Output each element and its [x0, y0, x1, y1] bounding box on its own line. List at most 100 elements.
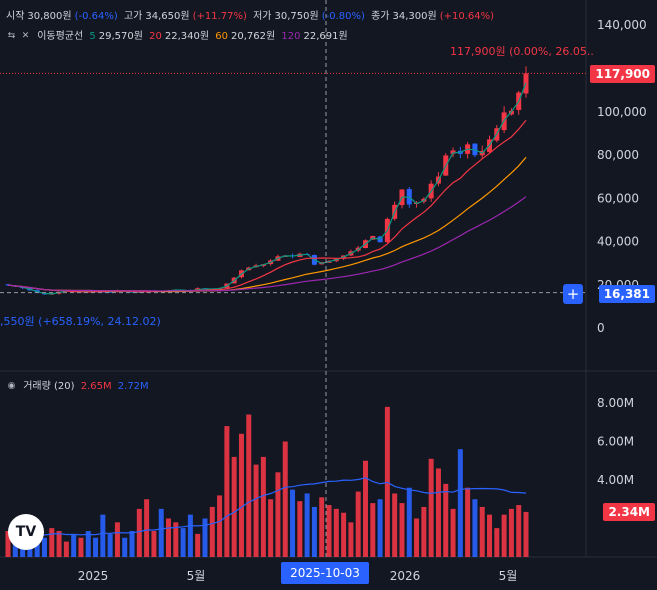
volume-bar — [450, 508, 456, 557]
ma60-period: 60 — [215, 31, 228, 42]
volume-bar — [41, 537, 47, 557]
open-label: 시작 — [6, 11, 25, 22]
volume-bar — [202, 518, 208, 557]
volume-bar — [355, 491, 361, 557]
y-tick-label: 0 — [597, 321, 605, 335]
volume-bar — [34, 541, 40, 557]
volume-bar — [253, 464, 259, 557]
volume-bar — [457, 449, 463, 557]
volume-bar — [508, 508, 514, 557]
open-value: 30,800원 — [27, 11, 72, 22]
volume-bar — [435, 468, 441, 557]
low-change: (-0.80%) — [321, 11, 365, 22]
ma-title[interactable]: 이동평균선 — [37, 31, 84, 42]
volume-bar — [238, 433, 244, 557]
volume-bar — [158, 508, 164, 557]
open-change: (-0.64%) — [74, 11, 118, 22]
x-tick-label: 5월 — [187, 569, 206, 583]
volume-bar — [246, 414, 252, 557]
volume-bar — [428, 458, 434, 557]
volume-bar — [5, 531, 11, 557]
volume-bar — [501, 514, 507, 557]
volume-value-1: 2.65M — [80, 381, 112, 392]
volume-bar — [319, 497, 325, 557]
ohlc-legend: 시작 30,800원 (-0.64%) 고가 34,650원 (+11.77%) 저가 3… — [6, 7, 497, 22]
volume-bar — [362, 460, 368, 557]
volume-bar — [231, 456, 237, 557]
volume-bar — [151, 531, 157, 557]
link-icon[interactable]: ⇆ — [7, 30, 16, 41]
volume-bar — [217, 495, 223, 557]
close-label: 종가 — [371, 11, 390, 22]
volume-bar — [414, 518, 420, 557]
candle — [508, 110, 514, 115]
volume-bar — [472, 499, 478, 557]
ma-legend: ⇆ ✕ 이동평균선 5 29,570원 20 22,340원 60 20,762원 12… — [6, 27, 351, 43]
x-tick-label: 2025 — [78, 569, 109, 583]
close-icon[interactable]: ✕ — [21, 30, 30, 41]
ma20-line — [7, 119, 527, 293]
volume-bar — [479, 506, 485, 557]
volume-bar — [282, 441, 288, 557]
volume-bar — [173, 522, 179, 557]
volume-bar — [421, 506, 427, 557]
volume-bar — [406, 487, 412, 557]
y-tick-label: 140,000 — [597, 18, 647, 32]
x-tick-label: 5월 — [499, 569, 518, 583]
volume-bar — [144, 499, 150, 557]
high-value: 34,650원 — [145, 11, 190, 22]
ma120-line — [7, 196, 527, 292]
volume-bar — [516, 505, 522, 557]
candle — [450, 150, 456, 154]
volume-bar — [487, 514, 493, 557]
volume-bar — [333, 508, 339, 557]
volume-bar — [85, 531, 91, 557]
y-tick-label: 80,000 — [597, 148, 639, 162]
y-tick-label: 100,000 — [597, 105, 647, 119]
volume-tick-label: 6.00M — [597, 435, 634, 449]
crosshair-date-label: 2025-10-03 — [281, 562, 369, 584]
volume-bar — [129, 531, 135, 557]
eye-icon[interactable]: ◉ — [7, 380, 16, 391]
volume-bar — [370, 503, 376, 557]
low-annotation: ,550원 (+658.19%, 24.12.02) — [0, 315, 161, 328]
volume-bar — [224, 426, 230, 557]
y-tick-label: 60,000 — [597, 191, 639, 205]
volume-bar — [523, 511, 529, 557]
ma120-value: 22,691원 — [303, 31, 348, 42]
volume-bar — [107, 533, 113, 557]
volume-bar — [290, 489, 296, 557]
plus-icon[interactable]: + — [563, 284, 583, 304]
volume-bar — [341, 512, 347, 557]
volume-bar — [392, 493, 398, 557]
volume-bar — [114, 522, 120, 557]
volume-bar — [443, 483, 449, 557]
ma20-value: 22,340원 — [164, 31, 210, 42]
volume-title[interactable]: 거래량 (20) — [23, 381, 75, 392]
volume-bar — [71, 533, 77, 557]
volume-tick-label: 8.00M — [597, 396, 634, 410]
volume-bar — [187, 514, 193, 557]
low-label: 저가 — [253, 11, 272, 22]
close-value: 34,300원 — [392, 11, 437, 22]
high-change: (+11.77%) — [192, 11, 247, 22]
volume-legend: ◉ 거래량 (20) 2.65M 2.72M — [6, 377, 152, 393]
last-price-tag: 117,900 — [590, 65, 655, 83]
volume-value-2: 2.72M — [117, 381, 149, 392]
volume-last-tag: 2.34M — [603, 503, 655, 521]
volume-bar — [311, 506, 317, 557]
crosshair-price-tag: 16,381 — [598, 285, 655, 303]
volume-bar — [377, 499, 383, 557]
volume-bar — [268, 499, 274, 557]
high-annotation: 117,900원 (0.00%, 26.05.. — [450, 45, 594, 58]
volume-bar — [180, 528, 186, 557]
volume-bar — [399, 503, 405, 557]
low-value: 30,750원 — [274, 11, 319, 22]
volume-bar — [304, 493, 310, 557]
tradingview-logo: TV — [8, 514, 44, 550]
high-label: 고가 — [123, 11, 143, 22]
volume-bar — [465, 487, 471, 557]
volume-bar — [326, 505, 332, 557]
